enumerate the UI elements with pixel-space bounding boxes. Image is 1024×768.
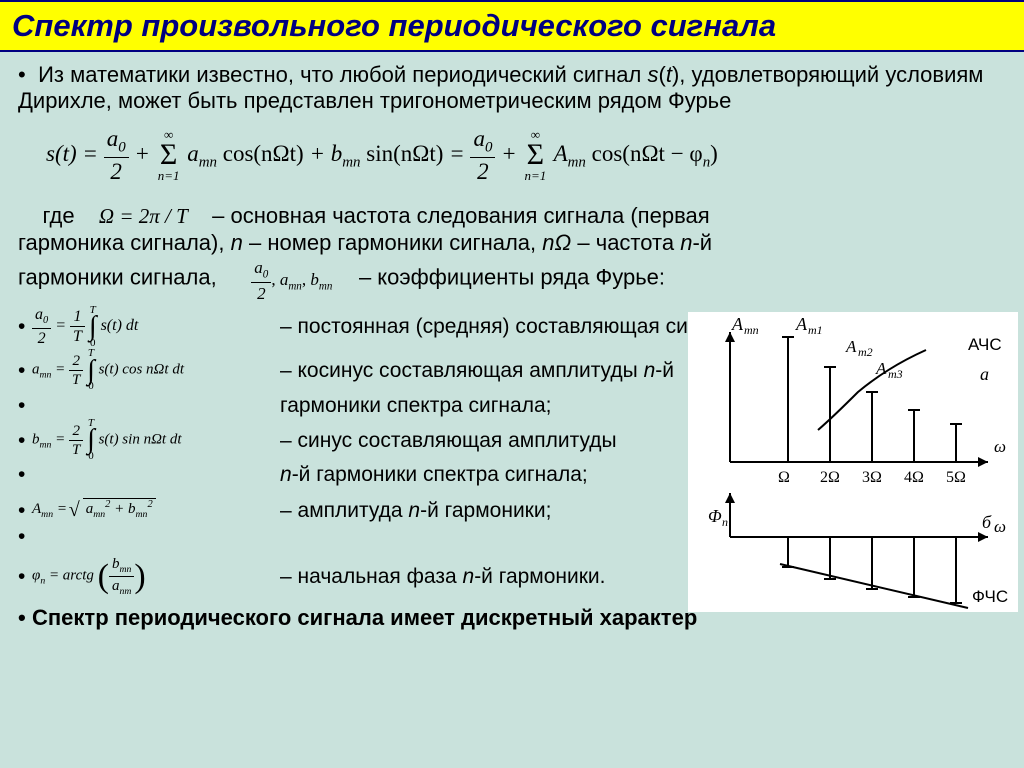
intro-paragraph: • Из математики известно, что любой пери… xyxy=(18,62,1006,115)
svg-text:5Ω: 5Ω xyxy=(946,469,966,486)
svg-text:mn: mn xyxy=(744,323,759,337)
spectrum-svg: AmnAm1Am2Am3АЧСаωΩ2Ω3Ω4Ω5ΩΦnбωФЧС xyxy=(688,312,1018,612)
svg-text:ω: ω xyxy=(994,517,1006,536)
svg-text:Φ: Φ xyxy=(708,506,722,526)
spectrum-diagram: AmnAm1Am2Am3АЧСаωΩ2Ω3Ω4Ω5ΩΦnбωФЧС xyxy=(688,312,1018,612)
svg-text:а: а xyxy=(980,364,989,384)
svg-text:m1: m1 xyxy=(808,323,823,337)
slide-title: Спектр произвольного периодического сигн… xyxy=(0,0,1024,52)
svg-text:2Ω: 2Ω xyxy=(820,469,840,486)
svg-text:Ω: Ω xyxy=(778,469,790,486)
content-area: • Из математики известно, что любой пери… xyxy=(0,52,1024,642)
svg-text:A: A xyxy=(845,337,857,356)
svg-text:n: n xyxy=(722,515,728,529)
svg-text:A: A xyxy=(731,314,744,334)
svg-text:3Ω: 3Ω xyxy=(862,469,882,486)
svg-text:4Ω: 4Ω xyxy=(904,469,924,486)
fourier-series-equation: s(t) = a02 + ∞Σn=1 amn cos(nΩt) + bmn si… xyxy=(46,125,1006,186)
where-block: где Ω = 2π / T – основная частота следов… xyxy=(18,202,1006,304)
svg-text:ФЧС: ФЧС xyxy=(972,587,1008,606)
svg-text:m3: m3 xyxy=(888,367,903,381)
svg-text:A: A xyxy=(875,359,887,378)
svg-text:АЧС: АЧС xyxy=(968,335,1002,354)
svg-text:m2: m2 xyxy=(858,345,873,359)
svg-text:ω: ω xyxy=(994,437,1006,456)
svg-text:A: A xyxy=(795,314,808,334)
svg-text:б: б xyxy=(982,512,992,532)
